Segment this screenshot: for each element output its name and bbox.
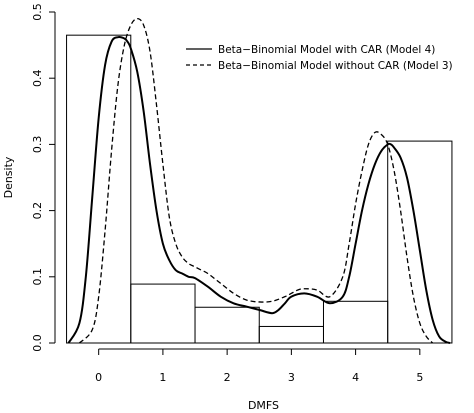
histogram-bar-1 bbox=[130, 283, 196, 344]
x-tick-label-2: 2 bbox=[224, 371, 231, 384]
y-tick-label-0: 0.0 bbox=[31, 334, 44, 352]
x-ticks: 0 1 2 3 4 5 bbox=[95, 349, 423, 384]
x-tick-label-4: 4 bbox=[352, 371, 359, 384]
axes: 0.0 0.1 0.2 0.3 0.4 0.5 0 1 2 3 4 5 DMFS Density bbox=[2, 3, 423, 412]
y-tick-label-1: 0.1 bbox=[31, 268, 44, 286]
histogram-bar-0 bbox=[66, 34, 132, 344]
legend: Beta−Binomial Model with CAR (Model 4) B… bbox=[186, 44, 453, 72]
x-tick-label-0: 0 bbox=[95, 371, 102, 384]
histogram bbox=[66, 34, 453, 344]
density-curve-model-4 bbox=[67, 36, 451, 344]
legend-label-model-4: Beta−Binomial Model with CAR (Model 4) bbox=[218, 44, 435, 56]
legend-label-model-3: Beta−Binomial Model without CAR (Model 3… bbox=[218, 60, 453, 72]
x-tick-label-1: 1 bbox=[159, 371, 166, 384]
x-tick-label-5: 5 bbox=[416, 371, 423, 384]
y-tick-label-5: 0.5 bbox=[31, 3, 44, 21]
y-tick-label-4: 0.4 bbox=[31, 69, 44, 87]
y-tick-label-3: 0.3 bbox=[31, 136, 44, 154]
density-curve-model-3 bbox=[78, 17, 434, 344]
x-tick-label-3: 3 bbox=[288, 371, 295, 384]
y-ticks: 0.0 0.1 0.2 0.3 0.4 0.5 bbox=[31, 3, 55, 352]
histogram-bar-2 bbox=[194, 306, 260, 344]
histogram-bar-5 bbox=[387, 140, 453, 344]
density-curves bbox=[67, 17, 451, 344]
y-axis-label: Density bbox=[2, 156, 15, 198]
histogram-bar-3 bbox=[258, 325, 324, 344]
x-axis-label: DMFS bbox=[248, 399, 279, 412]
y-tick-label-2: 0.2 bbox=[31, 202, 44, 220]
histogram-bar-4 bbox=[322, 300, 389, 344]
